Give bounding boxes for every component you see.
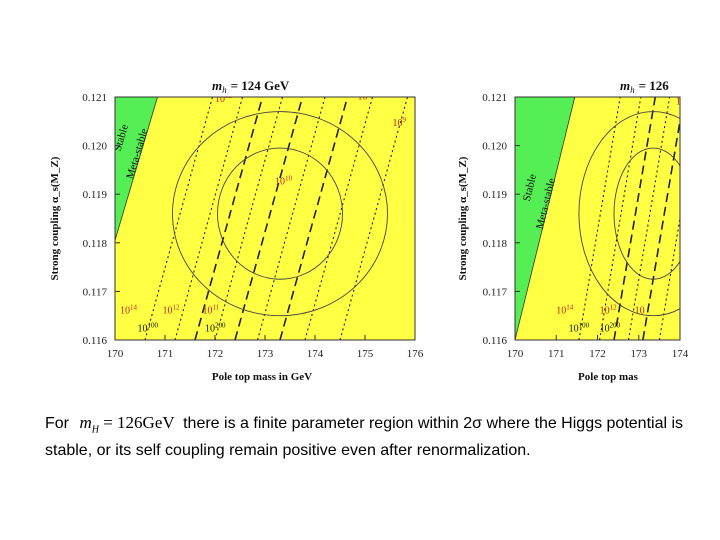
y-tick-label-4: 0.119 <box>83 189 108 201</box>
x-tick-label-1: 170 <box>107 348 124 360</box>
confidence-ellipse-1 <box>613 147 680 280</box>
contour-label-1: 1013 <box>215 92 233 105</box>
y-tick-label-4: 0.119 <box>483 189 508 201</box>
contour-line-6 <box>256 97 326 340</box>
contour-line-4 <box>214 97 284 340</box>
x-axis-label: Pole top mas <box>578 371 639 383</box>
contour-line-7 <box>279 97 349 340</box>
x-tick-label-5: 174 <box>672 348 689 360</box>
y-tick-label-1: 0.116 <box>83 335 108 347</box>
x-tick-label-1: 170 <box>507 348 524 360</box>
contour-line-1 <box>144 97 214 340</box>
x-tick-label-3: 172 <box>589 348 606 360</box>
x-tick-label-2: 171 <box>157 348 174 360</box>
contour-line-1 <box>578 97 621 340</box>
contour-label-4: 10 <box>635 305 645 316</box>
contour-label-1: 10 <box>676 96 686 107</box>
stability-boundary <box>115 97 158 241</box>
contour-line-2 <box>599 97 642 340</box>
contour-line-6 <box>658 215 680 340</box>
y-tick-label-2: 0.117 <box>83 286 108 298</box>
y-axis-label: Strong coupling α_s(M_Z) <box>49 156 61 280</box>
y-tick-label-6: 0.121 <box>482 92 507 104</box>
x-tick-label-4: 173 <box>631 348 648 360</box>
contour-line-5 <box>234 97 304 340</box>
contour-line-4 <box>627 97 671 340</box>
formula-value: = 126GeV <box>103 413 175 432</box>
meta-stable-region <box>115 97 415 340</box>
caption-text: there is a finite parameter region withi… <box>45 415 684 460</box>
x-tick-label-4: 173 <box>257 348 274 360</box>
y-tick-label-3: 0.118 <box>483 238 508 250</box>
confidence-ellipse-1 <box>217 147 343 280</box>
stability-boundary <box>515 97 576 340</box>
contour-line-3 <box>194 97 264 340</box>
y-tick-label-3: 0.118 <box>83 238 108 250</box>
x-tick-label-7: 176 <box>407 348 424 360</box>
contour-line-9 <box>339 97 409 340</box>
x-tick-label-3: 172 <box>207 348 224 360</box>
y-axis-label: Strong coupling α_s(M_Z) <box>457 156 469 280</box>
confidence-ellipse-2 <box>172 111 388 317</box>
x-tick-label-6: 175 <box>357 348 374 360</box>
y-tick-label-1: 0.116 <box>483 335 508 347</box>
y-tick-label-5: 0.120 <box>482 141 507 153</box>
y-tick-label-2: 0.117 <box>483 286 508 298</box>
confidence-ellipse-2 <box>578 111 680 317</box>
caption-formula: mH = 126GeV <box>79 412 174 440</box>
contour-line-8 <box>304 97 374 340</box>
chart-title: mh = 124 GeV <box>212 78 290 95</box>
x-tick-label-2: 171 <box>548 348 565 360</box>
formula-subscript: H <box>91 424 99 436</box>
stable-region <box>115 97 158 340</box>
y-tick-label-5: 0.120 <box>82 141 107 153</box>
caption: For mH = 126GeV there is a finite parame… <box>45 412 710 461</box>
chart-title: mh = 126 <box>620 78 669 95</box>
x-axis-label: Pole top mass in GeV <box>212 371 312 383</box>
x-tick-label-5: 174 <box>307 348 324 360</box>
contour-line-2 <box>174 97 244 340</box>
y-tick-label-6: 0.121 <box>82 92 107 104</box>
formula-symbol: m <box>79 413 92 432</box>
caption-prefix: For <box>45 415 69 432</box>
